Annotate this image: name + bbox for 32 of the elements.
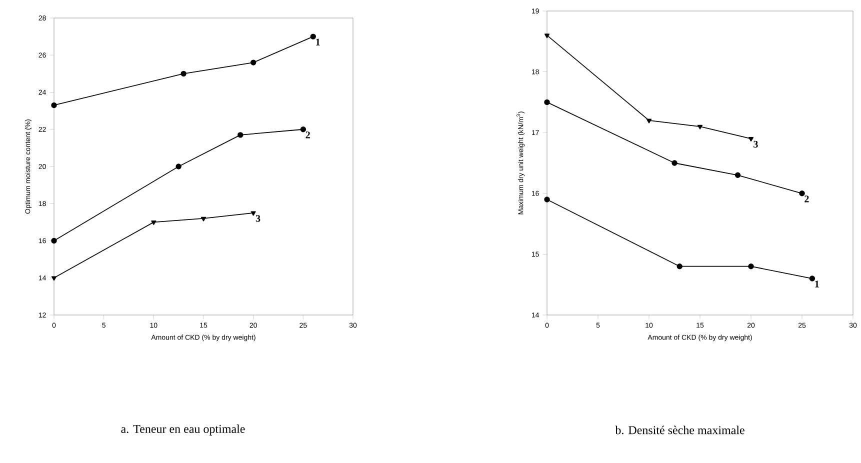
- point: [310, 34, 316, 40]
- point: [748, 137, 754, 142]
- series-label: 2: [804, 196, 809, 202]
- series-label: 1: [316, 38, 320, 46]
- point: [250, 211, 256, 216]
- point: [676, 264, 682, 270]
- point: [544, 34, 550, 38]
- point: [51, 238, 57, 244]
- series-label: 3: [256, 215, 260, 222]
- point: [51, 102, 57, 108]
- point: [544, 99, 550, 106]
- point: [672, 160, 678, 166]
- point: [176, 164, 182, 170]
- point: [51, 276, 57, 281]
- point: [300, 126, 306, 132]
- point: [697, 124, 703, 130]
- point: [734, 172, 741, 178]
- point: [748, 264, 754, 270]
- text: b. Densité sèche maximale: [615, 426, 744, 434]
- point: [646, 118, 652, 124]
- point: [799, 190, 805, 196]
- point: [250, 60, 256, 66]
- series-label: 3: [754, 140, 758, 148]
- point: [200, 216, 206, 222]
- point: [238, 132, 244, 138]
- point: [809, 276, 816, 282]
- series-label: 1: [815, 280, 819, 288]
- series-label: 2: [306, 132, 310, 138]
- point: [151, 220, 156, 226]
- text: a. Teneur en eau optimale: [121, 424, 245, 436]
- point: [180, 70, 186, 77]
- point: [544, 196, 550, 202]
